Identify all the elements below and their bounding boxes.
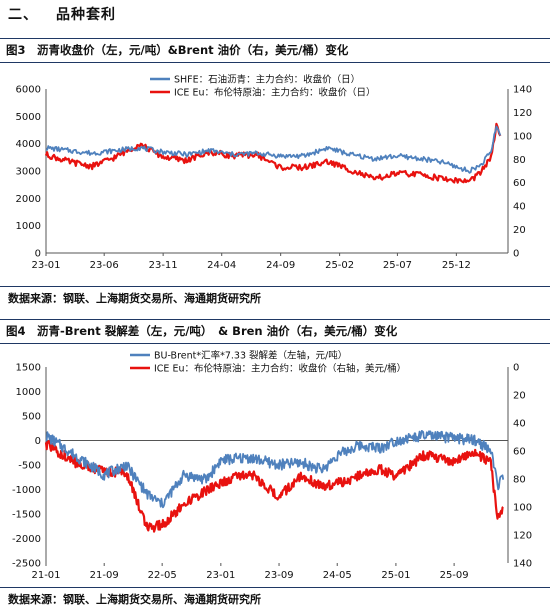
chart1-x-tick-label: 23-11	[149, 260, 178, 271]
chart2-y-left-tick-label: 1500	[16, 363, 41, 374]
chart2-y-left-tick-label: -500	[18, 461, 41, 472]
section-title: 品种套利	[56, 7, 116, 23]
figure-3-source: 数据来源：钢联、上海期货交易所、海通期货研究所	[8, 292, 261, 305]
chart2-legend-label-2: ICE Eu：布伦特原油：主力合约：收盘价（右轴，美元/桶）	[154, 363, 406, 375]
figure-4-source: 数据来源：钢联、上海期货交易所、海通期货研究所	[8, 593, 261, 606]
chart2-x-tick-label: 22-05	[148, 570, 177, 581]
figure-3-bottom-rule	[0, 286, 550, 287]
figure-4-chart: -2500 -2000 -1500 -1000 -500 0 500 1000 1500 0 20 4…	[12, 350, 532, 582]
chart2-y-right-tick-label: 20	[513, 391, 526, 402]
chart1-y-left-tick-label: 3000	[16, 167, 41, 178]
chart2-y-left-tick-label: -1500	[12, 510, 41, 521]
chart1-y-right-tick-label: 0	[513, 249, 519, 260]
chart2-y-left-tick-label: 0	[35, 436, 41, 447]
figure-4-bottom-rule	[0, 587, 550, 588]
chart1-y-right-tick-label: 100	[513, 131, 532, 142]
chart1-y-left-tick-label: 0	[35, 249, 41, 260]
chart2-x-tick-label: 21-09	[90, 570, 119, 581]
chart2-y-right-tick-label: 140	[513, 559, 532, 570]
chart2-y-left-tick-label: -1000	[12, 485, 41, 496]
chart1-y-right-tick-label: 80	[513, 155, 526, 166]
chart2-x-tick-label: 23-09	[265, 570, 294, 581]
chart1-y-left-tick-label: 5000	[16, 112, 41, 123]
section-number: 二、	[8, 7, 38, 23]
chart2-y-left-tick-label: 500	[22, 412, 41, 423]
figure-3-top-rule	[0, 38, 550, 39]
chart1-y-left-tick-label: 2000	[16, 194, 41, 205]
chart2-x-tick-label: 21-01	[31, 570, 60, 581]
chart1-x-tick-label: 25-12	[442, 260, 471, 271]
chart2-y-right-tick-label: 100	[513, 503, 532, 514]
chart2-x-tick-label: 25-09	[440, 570, 469, 581]
chart1-y-right-tick-label: 20	[513, 225, 526, 236]
figure-4-title-rule	[0, 343, 550, 344]
figure-3-chart: 0 1000 2000 3000 4000 5000 6000 0 20 40 60 80 100 120…	[16, 74, 533, 272]
chart1-legend-label-2: ICE Eu：布伦特原油：主力合约：收盘价（日）	[174, 87, 375, 99]
chart2-x-tick-label: 23-01	[206, 570, 235, 581]
figure-4-title: 图4 沥青-Brent 裂解差（左，元/吨） & Bren 油价（右，美元/桶）…	[6, 324, 398, 338]
chart2-y-left-tick-label: 1000	[16, 387, 41, 398]
chart1-x-tick-label: 25-02	[325, 260, 354, 271]
chart1-y-right-tick-label: 60	[513, 178, 526, 189]
chart1-series-line-1	[45, 125, 502, 174]
chart2-legend-label-1: BU-Brent*汇率*7.33 裂解差（左轴，元/吨）	[154, 350, 347, 362]
chart1-x-tick-label: 24-09	[266, 260, 295, 271]
chart2-y-right-tick-label: 60	[513, 447, 526, 458]
chart1-y-right-tick-label: 40	[513, 202, 526, 213]
chart2-y-right-tick-label: 80	[513, 475, 526, 486]
chart1-y-right-tick-label: 140	[513, 85, 532, 96]
chart2-y-left-tick-label: -2000	[12, 534, 41, 545]
chart1-legend-label-1: SHFE：石油沥青：主力合约：收盘价（日）	[174, 74, 360, 86]
chart2-y-right-tick-label: 40	[513, 419, 526, 430]
chart2-y-right-tick-label: 120	[513, 531, 532, 542]
chart2-x-tick-label: 25-01	[381, 570, 410, 581]
chart2-x-tick-label: 24-05	[323, 570, 352, 581]
figure-3-title: 图3 沥青收盘价（左，元/吨）&Brent 油价（右，美元/桶）变化	[6, 43, 349, 57]
figure-3-title-rule	[0, 62, 550, 63]
chart2-y-right-tick-label: 0	[513, 363, 519, 374]
chart1-y-left-tick-label: 1000	[16, 221, 41, 232]
chart1-x-tick-label: 24-04	[207, 260, 236, 271]
chart1-x-tick-label: 25-07	[383, 260, 412, 271]
chart1-y-left-tick-label: 6000	[16, 85, 41, 96]
chart2-series-line-1	[45, 430, 505, 509]
chart1-y-right-tick-label: 120	[513, 108, 532, 119]
chart2-y-left-tick-label: -2500	[12, 559, 41, 570]
chart1-x-tick-label: 23-01	[31, 260, 60, 271]
figure-4-top-rule	[0, 319, 550, 320]
chart1-y-left-tick-label: 4000	[16, 139, 41, 150]
chart1-series-line-2	[44, 122, 502, 184]
section-heading: 二、 品种套利	[8, 4, 116, 24]
chart1-x-tick-label: 23-06	[90, 260, 119, 271]
chart2-series-line-2	[44, 440, 504, 533]
